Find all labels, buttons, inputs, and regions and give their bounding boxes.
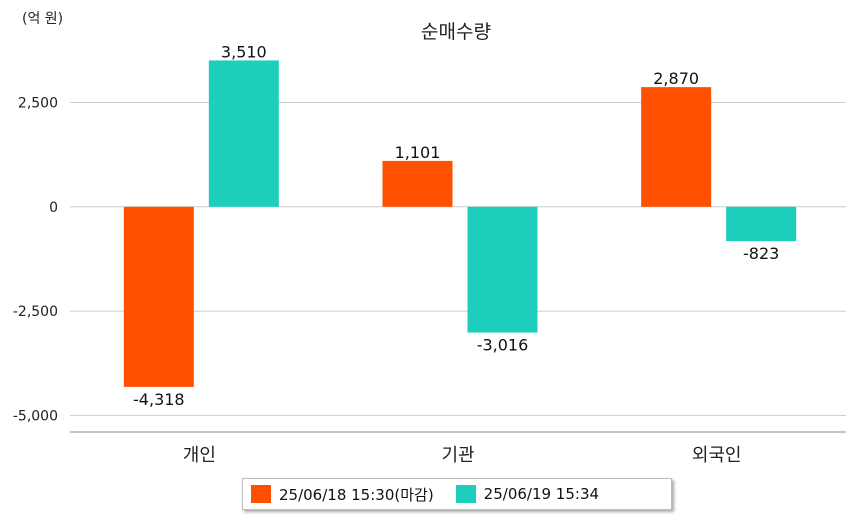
unit-label: (억 원) [22, 11, 64, 27]
data-label: 3,510 [221, 42, 267, 61]
legend: 25/06/18 15:30(마감) 25/06/19 15:34 [242, 478, 672, 510]
data-label: 2,870 [653, 69, 699, 88]
y-tick-label: 0 [49, 200, 58, 216]
data-label: 1,101 [395, 143, 441, 162]
bar-2-1 [208, 60, 279, 207]
x-tick-label: 외국인 [692, 445, 742, 466]
legend-swatch-series-2 [455, 485, 476, 503]
data-label: -4,318 [133, 390, 185, 409]
y-tick-label: -2,500 [13, 304, 58, 320]
bar-2-2 [467, 206, 538, 333]
y-tick-label: -5,000 [13, 408, 58, 424]
bar-1-1 [123, 206, 194, 387]
bar-1-3 [641, 87, 712, 207]
bar-1-2 [382, 160, 453, 207]
x-tick-label: 기관 [441, 445, 474, 466]
chart-title: 순매수량 [421, 21, 491, 43]
x-tick-label: 개인 [183, 445, 216, 466]
data-label: -823 [743, 244, 779, 263]
legend-label-series-1: 25/06/18 15:30(마감) [279, 485, 434, 504]
legend-item-series-2[interactable]: 25/06/19 15:34 [455, 485, 600, 503]
legend-item-series-1[interactable]: 25/06/18 15:30(마감) [251, 484, 434, 505]
legend-swatch-series-1 [251, 485, 271, 503]
y-tick-label: 2,500 [18, 96, 58, 112]
data-label: -3,016 [477, 336, 529, 355]
bar-2-3 [726, 206, 797, 242]
legend-label-series-2: 25/06/19 15:34 [483, 485, 600, 503]
